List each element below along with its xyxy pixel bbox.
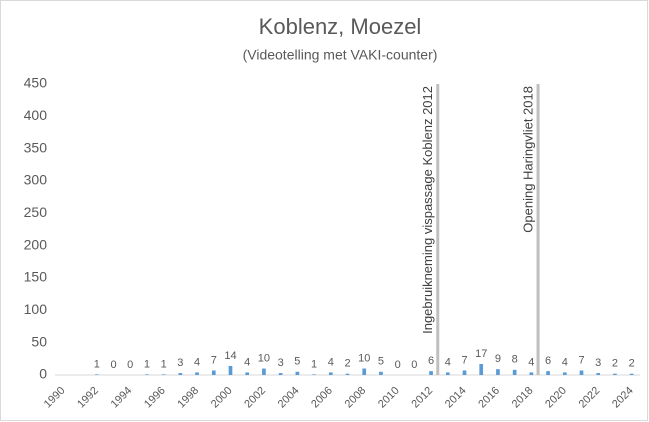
bar <box>362 368 367 375</box>
data-label: 2 <box>612 358 618 370</box>
bar <box>529 372 534 375</box>
data-label: 0 <box>395 359 401 371</box>
bar <box>178 373 183 375</box>
bar <box>345 373 350 375</box>
data-label: 3 <box>177 357 183 369</box>
bar <box>328 372 333 375</box>
bar <box>312 374 316 375</box>
data-label: 2 <box>344 358 350 370</box>
bar <box>613 373 617 375</box>
data-label: 6 <box>545 355 551 367</box>
bar <box>228 365 233 375</box>
data-label: 14 <box>224 350 236 362</box>
data-label: 1 <box>144 358 150 370</box>
data-label: 0 <box>127 359 133 371</box>
bar <box>211 370 216 375</box>
bar <box>596 373 601 375</box>
data-label: 9 <box>495 353 501 365</box>
data-label: 4 <box>244 356 250 368</box>
data-label: 3 <box>595 357 601 369</box>
bar <box>479 364 484 375</box>
bar <box>245 372 250 375</box>
data-label: 4 <box>445 356 451 368</box>
bar <box>546 371 550 375</box>
data-label: 7 <box>578 354 584 366</box>
data-label: 0 <box>411 359 417 371</box>
bar <box>94 374 99 375</box>
data-label: 10 <box>258 352 270 364</box>
y-tick-label: 150 <box>24 269 48 285</box>
bar <box>445 372 450 375</box>
data-label: 8 <box>512 354 518 366</box>
bar <box>512 369 517 375</box>
data-label: 5 <box>294 356 300 368</box>
y-tick-label: 250 <box>24 204 48 220</box>
bar <box>278 373 283 375</box>
chart-subtitle: (Videotelling met VAKI-counter) <box>243 47 438 63</box>
data-label: 7 <box>211 354 217 366</box>
data-label: 4 <box>328 356 334 368</box>
bar <box>195 372 199 375</box>
bar <box>496 369 500 375</box>
data-label: 3 <box>278 357 284 369</box>
chart-title: Koblenz, Moezel <box>259 14 422 39</box>
bar <box>562 372 567 375</box>
annotation-label: Ingebruikneming vispassage Koblenz 2012 <box>420 86 435 334</box>
bar <box>161 374 166 375</box>
y-tick-label: 350 <box>24 139 48 155</box>
bar <box>629 373 634 375</box>
bar <box>295 371 300 375</box>
y-tick-label: 50 <box>31 333 47 349</box>
data-label: 4 <box>528 356 534 368</box>
y-tick-label: 300 <box>24 172 48 188</box>
data-label: 1 <box>311 358 317 370</box>
y-tick-label: 450 <box>24 75 48 91</box>
data-label: 17 <box>475 348 487 360</box>
data-label: 4 <box>194 356 200 368</box>
y-tick-label: 400 <box>24 107 48 123</box>
bar <box>145 374 149 375</box>
data-label: 1 <box>161 358 167 370</box>
data-label: 1 <box>94 358 100 370</box>
data-label: 7 <box>461 354 467 366</box>
data-label: 4 <box>562 356 568 368</box>
data-label: 6 <box>428 355 434 367</box>
bar <box>379 371 383 375</box>
bar <box>462 370 467 375</box>
y-tick-label: 0 <box>39 366 47 382</box>
data-label: 2 <box>629 358 635 370</box>
bar <box>579 370 584 375</box>
data-label: 0 <box>110 359 116 371</box>
bar <box>262 368 266 375</box>
annotation-label: Opening Haringvliet 2018 <box>520 86 535 233</box>
y-tick-label: 200 <box>24 236 48 252</box>
data-label: 5 <box>378 356 384 368</box>
bar <box>429 371 433 375</box>
y-tick-label: 100 <box>24 301 48 317</box>
data-label: 10 <box>358 352 370 364</box>
